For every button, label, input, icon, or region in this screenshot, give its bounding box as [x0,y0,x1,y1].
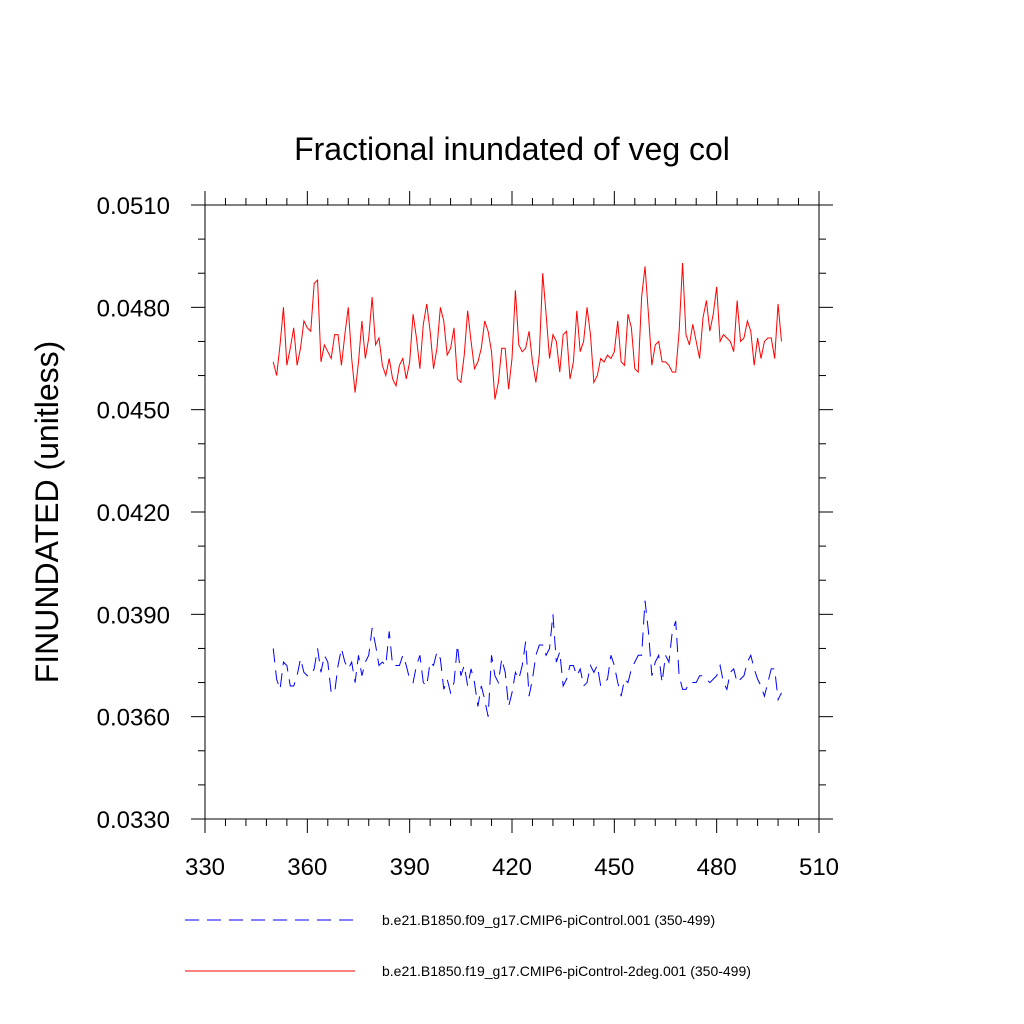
series-group [272,262,782,717]
y-tick-label: 0.0330 [97,807,170,834]
y-tick-label: 0.0360 [97,705,170,732]
x-tick-label: 360 [287,854,327,881]
x-tick-label: 510 [799,854,839,881]
axis-ticks: 330 360 390 420 450 480 510 0.0330 0.0360 0.0390 0… [97,191,839,881]
y-tick-label: 0.0390 [97,602,170,629]
x-tick-label: 390 [390,854,430,881]
y-axis-label: FINUNDATED (unitless) [29,341,65,684]
x-tick-label: 330 [185,854,225,881]
chart-title: Fractional inundated of veg col [294,131,730,167]
x-tick-label: 420 [492,854,532,881]
y-tick-label: 0.0450 [97,398,170,425]
x-tick-label: 450 [594,854,634,881]
series-line-1 [272,600,782,717]
legend: b.e21.B1850.f09_g17.CMIP6-piControl.001 … [185,912,751,979]
series-line-2 [272,262,782,400]
plot-frame [204,204,820,820]
x-tick-label: 480 [697,854,737,881]
y-tick-label: 0.0420 [97,500,170,527]
y-tick-label: 0.0510 [97,193,170,220]
y-tick-label: 0.0480 [97,295,170,322]
legend-label-series-1: b.e21.B1850.f09_g17.CMIP6-piControl.001 … [382,912,715,928]
legend-label-series-2: b.e21.B1850.f19_g17.CMIP6-piControl-2deg… [382,963,751,979]
